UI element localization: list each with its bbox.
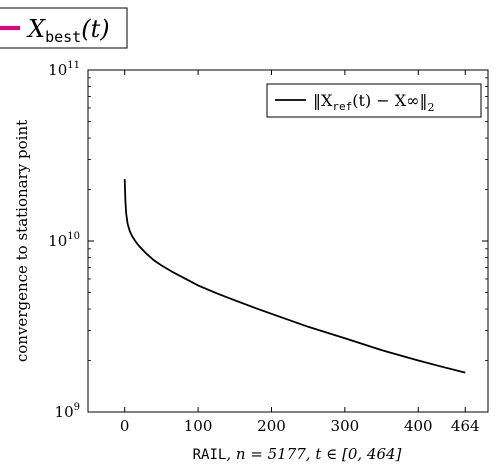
y-tick-label: 1011: [48, 60, 80, 79]
plot-area: [87, 69, 489, 413]
x-axis-label: RAIL, n = 5177, t ∈ [0, 464]: [193, 445, 402, 463]
y-axis-label: convergence to stationary point: [13, 120, 31, 362]
y-tick-label-base: 10: [48, 61, 67, 79]
top-legend-label-sub: best: [45, 28, 81, 46]
top-legend-label: Xbest(t): [26, 15, 110, 46]
x-tick-label: 200: [257, 417, 286, 435]
y-tick-label: 1010: [48, 231, 80, 250]
top-legend-label-args: (t): [81, 15, 109, 43]
x-tick-label: 0: [120, 417, 130, 435]
x-tick-labels: 0 100 200 300 400 464: [120, 417, 480, 435]
x-axis-label-rest: , n = 5177, t ∈ [0, 464]: [226, 445, 401, 463]
plot-legend-label-norm-sub: 2: [427, 101, 434, 114]
y-tick-label-exp: 9: [74, 402, 80, 413]
x-tick-label: 400: [404, 417, 433, 435]
x-tick-label: 300: [331, 417, 360, 435]
x-axis-label-dataset: RAIL: [193, 447, 227, 463]
y-tick-label-base: 10: [55, 403, 74, 421]
plot-frame: [87, 69, 489, 413]
x-tick-label: 100: [184, 417, 213, 435]
ticks: [88, 69, 488, 413]
plot-legend-label-post: (t) − X∞‖: [352, 91, 427, 110]
plot-legend-label-sub: ref: [332, 100, 352, 113]
y-tick-label-base: 10: [48, 232, 67, 250]
x-tick-label: 464: [451, 417, 480, 435]
y-tick-label-exp: 10: [67, 231, 80, 242]
top-legend-label-main: X: [26, 15, 46, 43]
plot-legend: ‖Xref(t) − X∞‖2: [266, 83, 482, 118]
plot-legend-label: ‖Xref(t) − X∞‖2: [313, 91, 434, 114]
y-tick-label-exp: 11: [67, 60, 80, 71]
plot-legend-label-pre: ‖X: [313, 91, 333, 110]
y-tick-label: 109: [55, 402, 80, 421]
top-legend-box: [0, 7, 128, 49]
series-line-xref: [123, 179, 466, 374]
top-legend: Xbest(t): [0, 7, 128, 49]
